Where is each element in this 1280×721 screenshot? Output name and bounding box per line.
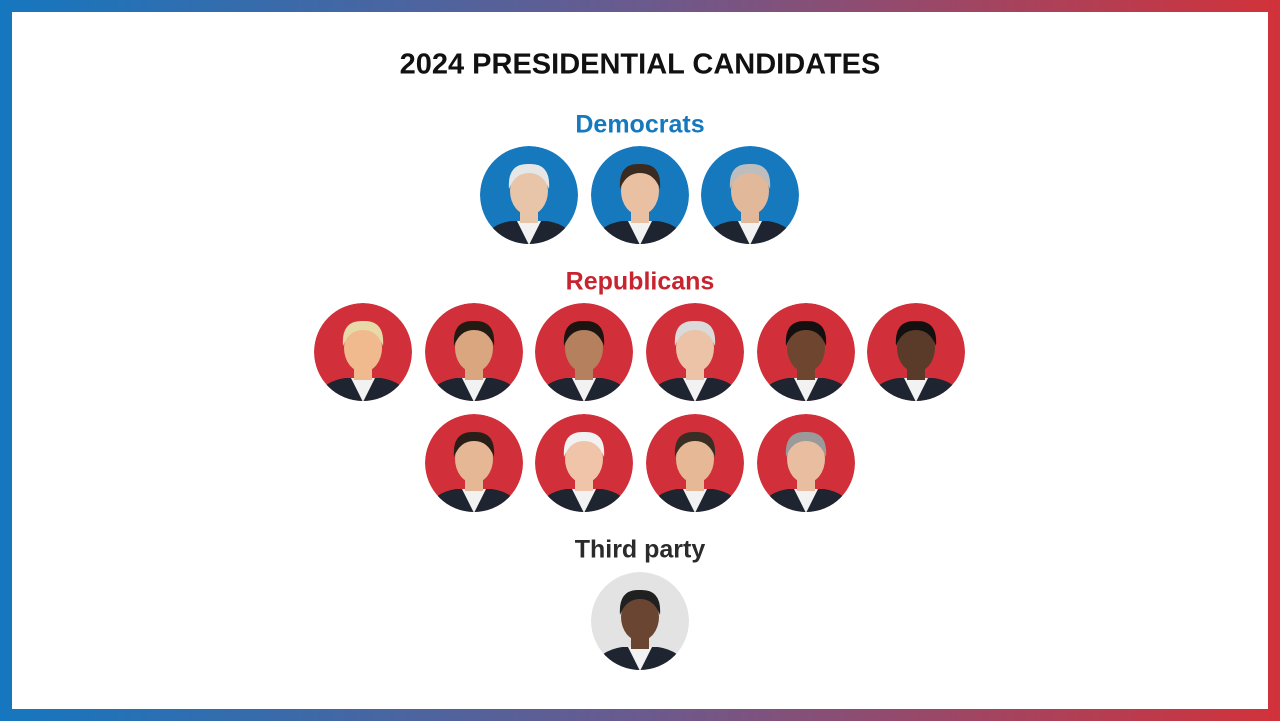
face bbox=[621, 593, 659, 641]
hair bbox=[785, 431, 827, 457]
face bbox=[731, 167, 769, 215]
section-heading: Third party bbox=[575, 536, 706, 564]
face bbox=[565, 435, 603, 483]
hair bbox=[619, 589, 661, 615]
shirt bbox=[572, 489, 596, 512]
portrait bbox=[425, 303, 523, 401]
face bbox=[787, 435, 825, 483]
face bbox=[897, 324, 935, 372]
portrait bbox=[701, 146, 799, 244]
shirt bbox=[683, 378, 707, 401]
hair bbox=[729, 163, 771, 189]
portrait bbox=[425, 414, 523, 512]
hair bbox=[453, 431, 495, 457]
portraits bbox=[314, 146, 965, 670]
face bbox=[344, 324, 382, 372]
face bbox=[565, 324, 603, 372]
hair bbox=[785, 320, 827, 346]
portrait bbox=[867, 303, 965, 401]
face bbox=[621, 167, 659, 215]
face bbox=[787, 324, 825, 372]
portrait bbox=[757, 414, 855, 512]
portrait bbox=[535, 303, 633, 401]
title: 2024 PRESIDENTIAL CANDIDATES bbox=[400, 49, 881, 81]
hair bbox=[563, 320, 605, 346]
shirt bbox=[683, 489, 707, 512]
shirt bbox=[462, 378, 486, 401]
portrait bbox=[314, 303, 412, 401]
hair bbox=[508, 163, 550, 189]
shirt bbox=[517, 221, 541, 244]
hair bbox=[895, 320, 937, 346]
hair bbox=[619, 163, 661, 189]
shirt bbox=[628, 221, 652, 244]
hair bbox=[674, 431, 716, 457]
face bbox=[510, 167, 548, 215]
portrait bbox=[757, 303, 855, 401]
portrait bbox=[535, 414, 633, 512]
shirt bbox=[794, 378, 818, 401]
portrait bbox=[646, 303, 744, 401]
face bbox=[455, 324, 493, 372]
hair bbox=[563, 431, 605, 457]
hair bbox=[453, 320, 495, 346]
shirt bbox=[794, 489, 818, 512]
shirt bbox=[351, 378, 375, 401]
section-heading: Democrats bbox=[575, 111, 704, 139]
face bbox=[455, 435, 493, 483]
shirt bbox=[572, 378, 596, 401]
portrait bbox=[591, 572, 689, 670]
shirt bbox=[738, 221, 762, 244]
section-heading: Republicans bbox=[566, 268, 715, 296]
shirt bbox=[904, 378, 928, 401]
hair bbox=[342, 320, 384, 346]
shirt bbox=[462, 489, 486, 512]
hair bbox=[674, 320, 716, 346]
face bbox=[676, 324, 714, 372]
portrait bbox=[591, 146, 689, 244]
portrait bbox=[646, 414, 744, 512]
shirt bbox=[628, 647, 652, 670]
face bbox=[676, 435, 714, 483]
portrait bbox=[480, 146, 578, 244]
